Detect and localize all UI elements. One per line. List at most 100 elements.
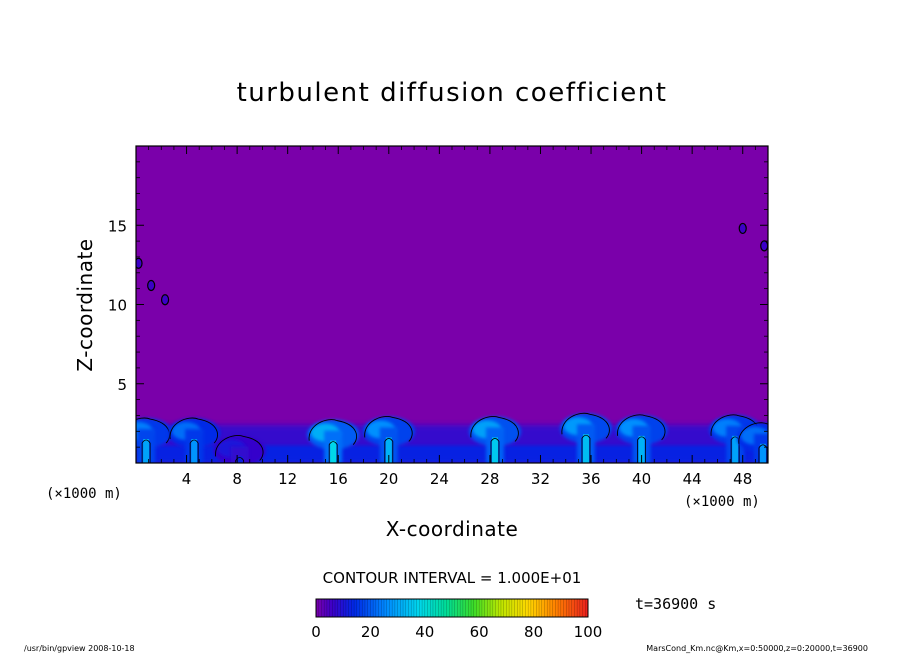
colorbar-bin [375, 599, 379, 617]
plume [168, 417, 221, 463]
colorbar-bin [558, 599, 562, 617]
colorbar-bin [492, 599, 496, 617]
plume-stem-core [385, 437, 392, 463]
colorbar-bin [364, 599, 369, 617]
colorbar-bin [438, 599, 442, 617]
colorbar-bin [397, 599, 401, 617]
x-axis-label: X-coordinate [386, 517, 519, 541]
colorbar-bin [566, 599, 570, 617]
plume-stem-core [236, 456, 243, 463]
x-tick-label: 16 [329, 470, 348, 488]
colorbar-bin [354, 599, 358, 617]
colorbar-bin [457, 599, 461, 617]
colorbar-bin [449, 599, 453, 617]
colorbar-bin [332, 599, 336, 617]
colorbar-bin [340, 599, 344, 617]
colorbar: 0 20 40 60 80 100 [311, 598, 602, 641]
colorbar-tick-label: 80 [524, 623, 543, 641]
colorbar-bin [563, 599, 567, 617]
colorbar-bin [389, 599, 393, 617]
colorbar-bin [405, 599, 409, 617]
colorbar-bin [460, 599, 464, 617]
colorbar-bin [435, 599, 439, 617]
contour-interval-label: CONTOUR INTERVAL = 1.000E+01 [323, 569, 582, 587]
x-tick-label: 32 [531, 470, 550, 488]
colorbar-bin [533, 599, 537, 617]
colorbar-bin [509, 599, 513, 617]
colorbar-bin [465, 599, 469, 617]
colorbar-bin [487, 599, 491, 617]
plume-contour [470, 416, 519, 442]
colorbar-bin [500, 599, 505, 617]
colorbar-bin [416, 599, 420, 617]
x-tick-label: 28 [480, 470, 499, 488]
colorbar-bin [392, 599, 396, 617]
footer-left: /usr/bin/gpview 2008-10-18 [24, 644, 135, 653]
colorbar-bin [345, 599, 350, 617]
plume-contour-stem [490, 438, 500, 463]
y-tick-label: 10 [108, 297, 127, 315]
upper-patch [739, 223, 747, 234]
colorbar-bin [528, 599, 532, 617]
colorbar-bin [503, 599, 507, 617]
colorbar-bin [490, 599, 494, 617]
plume [615, 414, 668, 463]
upper-patch [136, 258, 143, 269]
plume-contour [364, 416, 413, 442]
colorbar-bin [343, 599, 347, 617]
colorbar-bin [318, 599, 322, 617]
colorbar-bin [506, 599, 510, 617]
colorbar-bin [403, 599, 407, 617]
colorbar-bin [555, 599, 559, 617]
upper-patch [760, 240, 768, 251]
colorbar-bin [348, 599, 352, 617]
x-tick-label: 36 [581, 470, 600, 488]
colorbar-bin [522, 599, 526, 617]
y-axis-unit: (×1000 m) [46, 486, 122, 502]
x-axis-unit: (×1000 m) [684, 494, 760, 510]
plume-contour-stem [235, 457, 245, 463]
plume-contour-stem [189, 439, 199, 463]
y-axis-label: Z-coordinate [73, 238, 97, 371]
colorbar-bin [422, 599, 426, 617]
colorbar-bin [498, 599, 502, 617]
colorbar-bin [577, 599, 581, 617]
colorbar-bin [517, 599, 521, 617]
colorbar-bin [536, 599, 540, 617]
colorbar-bin [427, 599, 431, 617]
x-tick-label: 24 [430, 470, 449, 488]
x-tick-label: 12 [278, 470, 297, 488]
plume [307, 419, 360, 463]
colorbar-bin [373, 599, 377, 617]
colorbar-bin [386, 599, 390, 617]
colorbar-bin [359, 599, 363, 617]
plume-stem-core [491, 437, 498, 463]
colorbar-bin [362, 599, 366, 617]
colorbar-bin [544, 599, 548, 617]
colorbar-bin [481, 599, 486, 617]
colorbar-bin [324, 599, 328, 617]
colorbar-bin [378, 599, 382, 617]
plume-stem-core [143, 439, 150, 463]
colorbar-bin [408, 599, 412, 617]
colorbar-bin [441, 599, 445, 617]
surface-layer [136, 445, 768, 463]
colorbar-bin [384, 599, 388, 617]
upper-patch-contour [160, 294, 170, 306]
colorbar-bin [560, 599, 564, 617]
plume-contour [169, 417, 218, 444]
colorbar-bin [454, 599, 458, 617]
plume [136, 417, 173, 463]
plume [213, 435, 266, 463]
colorbar-bin [552, 599, 556, 617]
plume-contour [738, 422, 768, 444]
plume-stem-core [732, 435, 739, 463]
colorbar-bin [424, 599, 428, 617]
x-tick-label: 48 [733, 470, 752, 488]
colorbar-bin [471, 599, 475, 617]
colorbar-bin [370, 599, 374, 617]
plume-contour-stem [581, 434, 591, 463]
colorbar-bin [530, 599, 534, 617]
